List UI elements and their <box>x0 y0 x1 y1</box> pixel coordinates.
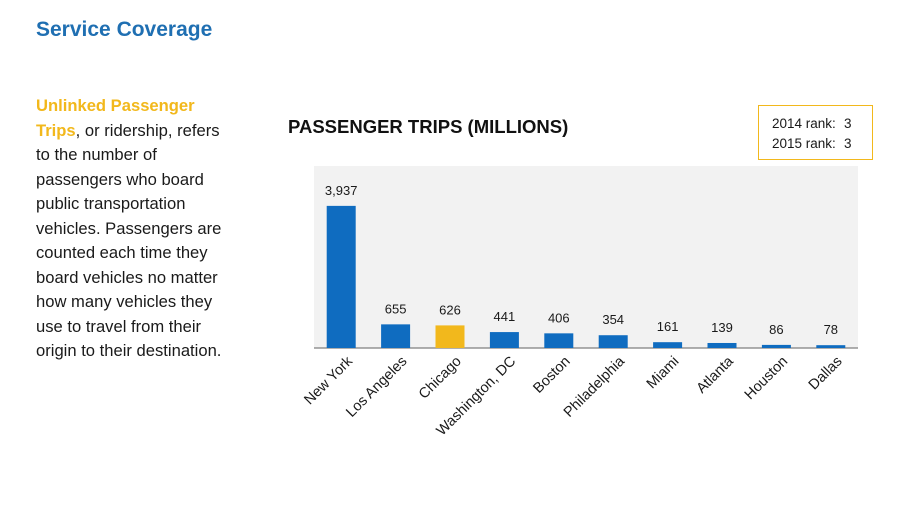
category-label-houston: Houston <box>742 354 792 404</box>
value-label-miami: 161 <box>657 319 679 334</box>
category-label-miami: Miami <box>644 354 683 393</box>
category-label-new-york: New York <box>301 353 356 408</box>
category-label-chicago: Chicago <box>416 354 465 403</box>
section-title: Service Coverage <box>36 18 213 41</box>
rank-2014-label: 2014 rank: <box>772 116 836 131</box>
rank-2014: 2014 rank: 3 <box>772 114 872 134</box>
value-label-philadelphia: 354 <box>602 312 624 327</box>
term-unlinked-passenger-trips: Unlinked Passenger Trips <box>36 96 195 140</box>
bar-new-york <box>326 205 356 348</box>
ridership-description: Unlinked Passenger Trips, or ridership, … <box>36 94 226 364</box>
chart-title: PASSENGER TRIPS (MILLIONS) <box>288 116 569 137</box>
category-label-atlanta: Atlanta <box>694 353 738 397</box>
category-label-dallas: Dallas <box>806 354 846 394</box>
rank-box: 2014 rank: 3 2015 rank: 3 <box>758 105 873 160</box>
bar-houston <box>761 344 791 348</box>
value-label-new-york: 3,937 <box>325 183 358 198</box>
value-label-dallas: 78 <box>824 322 838 337</box>
rank-2014-value: 3 <box>844 116 852 131</box>
value-label-houston: 86 <box>769 322 783 337</box>
rank-2015-label: 2015 rank: <box>772 136 836 151</box>
plot-area <box>314 166 858 348</box>
value-label-boston: 406 <box>548 310 570 325</box>
value-label-chicago: 626 <box>439 302 461 317</box>
value-label-washington-dc: 441 <box>494 309 516 324</box>
value-label-los-angeles: 655 <box>385 301 407 316</box>
category-label-boston: Boston <box>530 354 573 397</box>
bar-washington-dc <box>489 332 519 348</box>
bar-los-angeles <box>381 324 411 348</box>
description-text: , or ridership, refers to the number of … <box>36 120 222 361</box>
bar-dallas <box>816 345 846 348</box>
value-label-atlanta: 139 <box>711 320 733 335</box>
rank-2015: 2015 rank: 3 <box>772 134 872 154</box>
bar-atlanta <box>707 342 737 348</box>
bar-philadelphia <box>598 335 628 348</box>
bar-miami <box>653 342 683 348</box>
rank-2015-value: 3 <box>844 136 852 151</box>
bar-chicago <box>435 325 465 348</box>
bar-boston <box>544 333 574 348</box>
